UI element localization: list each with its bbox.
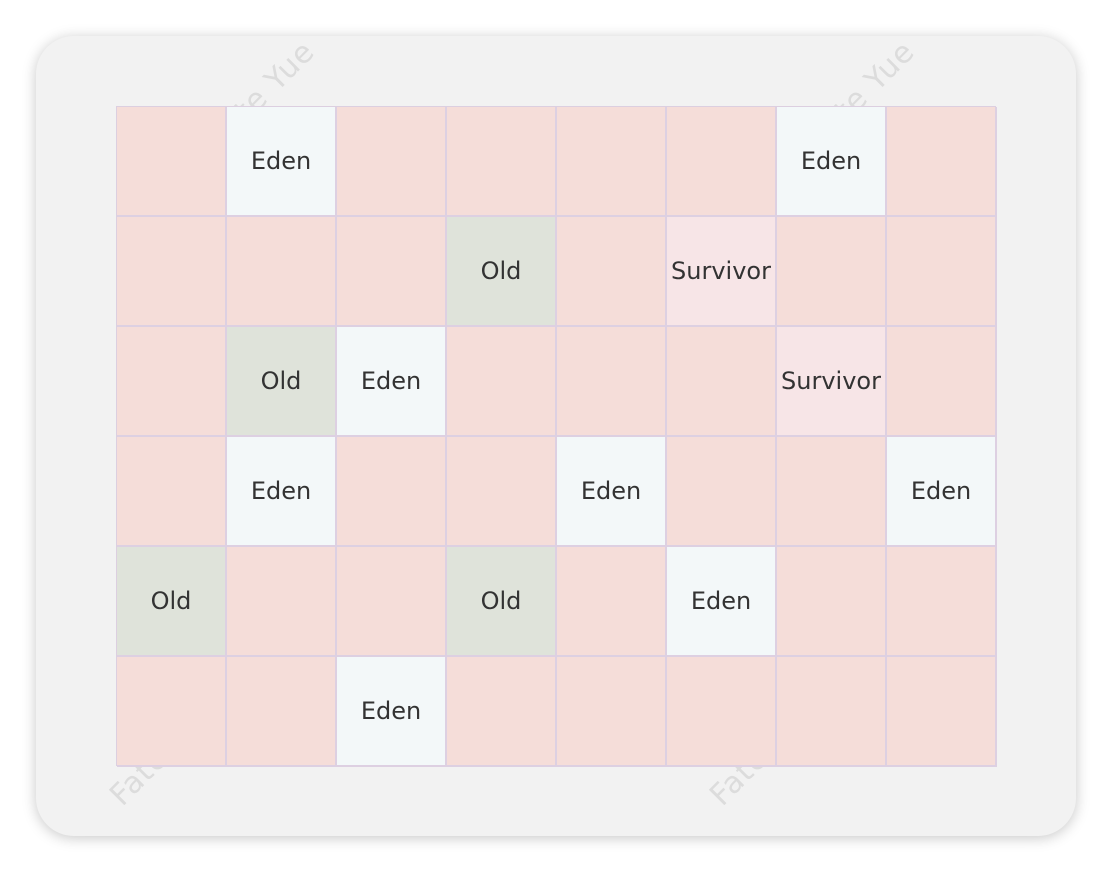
region-cell-empty (337, 547, 447, 657)
region-cell-empty (227, 547, 337, 657)
region-cell-survivor: Survivor (667, 217, 777, 327)
region-cell-empty (887, 217, 997, 327)
region-cell-empty (337, 217, 447, 327)
region-cell-empty (887, 327, 997, 437)
region-cell-empty (777, 437, 887, 547)
region-cell-empty (117, 217, 227, 327)
heap-region-grid: Eden Eden Old Survivor Old Eden Survivor Eden Ed… (116, 106, 997, 767)
region-cell-eden: Eden (227, 437, 337, 547)
region-cell-old: Old (447, 547, 557, 657)
region-cell-empty (117, 657, 227, 767)
region-cell-empty (777, 657, 887, 767)
region-cell-eden: Eden (337, 657, 447, 767)
region-cell-empty (447, 437, 557, 547)
region-cell-survivor: Survivor (777, 327, 887, 437)
region-cell-eden: Eden (667, 547, 777, 657)
region-cell-empty (117, 437, 227, 547)
region-cell-empty (447, 107, 557, 217)
region-cell-empty (667, 327, 777, 437)
region-cell-eden: Eden (227, 107, 337, 217)
region-cell-eden: Eden (557, 437, 667, 547)
region-cell-empty (777, 547, 887, 657)
region-cell-empty (557, 217, 667, 327)
region-cell-empty (557, 107, 667, 217)
region-cell-empty (777, 217, 887, 327)
region-cell-eden: Eden (777, 107, 887, 217)
region-cell-empty (117, 327, 227, 437)
region-cell-empty (557, 327, 667, 437)
region-cell-old: Old (227, 327, 337, 437)
diagram-card: Fate Yue Fate Yue Fate Yue Fate Yue Eden… (36, 36, 1076, 836)
region-cell-old: Old (447, 217, 557, 327)
region-cell-empty (227, 217, 337, 327)
region-cell-empty (337, 107, 447, 217)
region-cell-empty (667, 107, 777, 217)
region-cell-empty (447, 657, 557, 767)
region-cell-empty (667, 657, 777, 767)
region-cell-old: Old (117, 547, 227, 657)
region-cell-empty (227, 657, 337, 767)
region-cell-empty (887, 107, 997, 217)
region-cell-empty (117, 107, 227, 217)
region-cell-empty (887, 547, 997, 657)
region-cell-eden: Eden (887, 437, 997, 547)
region-cell-empty (557, 547, 667, 657)
region-cell-empty (887, 657, 997, 767)
region-cell-eden: Eden (337, 327, 447, 437)
region-cell-empty (447, 327, 557, 437)
region-cell-empty (667, 437, 777, 547)
region-cell-empty (337, 437, 447, 547)
region-cell-empty (557, 657, 667, 767)
